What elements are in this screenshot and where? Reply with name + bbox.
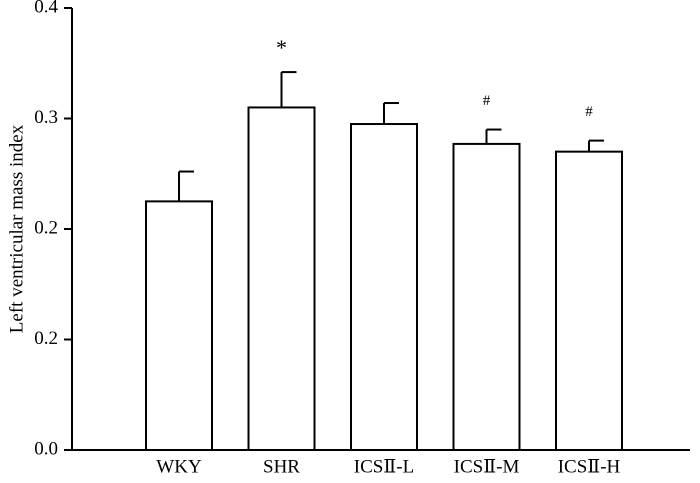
annotation: #: [585, 104, 593, 120]
bar: [555, 150, 623, 451]
y-tick-label: 0.2: [34, 217, 58, 238]
x-tick-label: WKY: [156, 456, 202, 477]
bar: [452, 142, 521, 451]
y-tick-label: 0.0: [34, 438, 58, 459]
y-tick-label: 0.4: [34, 0, 58, 17]
bar: [350, 123, 418, 452]
annotation: #: [483, 93, 491, 109]
y-tick-label: 0.3: [34, 107, 58, 128]
x-tick-label: SHR: [263, 456, 300, 477]
bar: [145, 200, 213, 451]
y-axis-label: Left ventricular mass index: [6, 124, 27, 333]
x-tick-label: ICSⅡ-L: [354, 456, 414, 477]
annotation: *: [276, 35, 287, 60]
y-tick-label: 0.2: [34, 328, 58, 349]
x-tick-label: ICSⅡ-M: [454, 456, 520, 477]
bar: [247, 106, 316, 451]
x-tick-label: ICSⅡ-H: [558, 456, 621, 477]
